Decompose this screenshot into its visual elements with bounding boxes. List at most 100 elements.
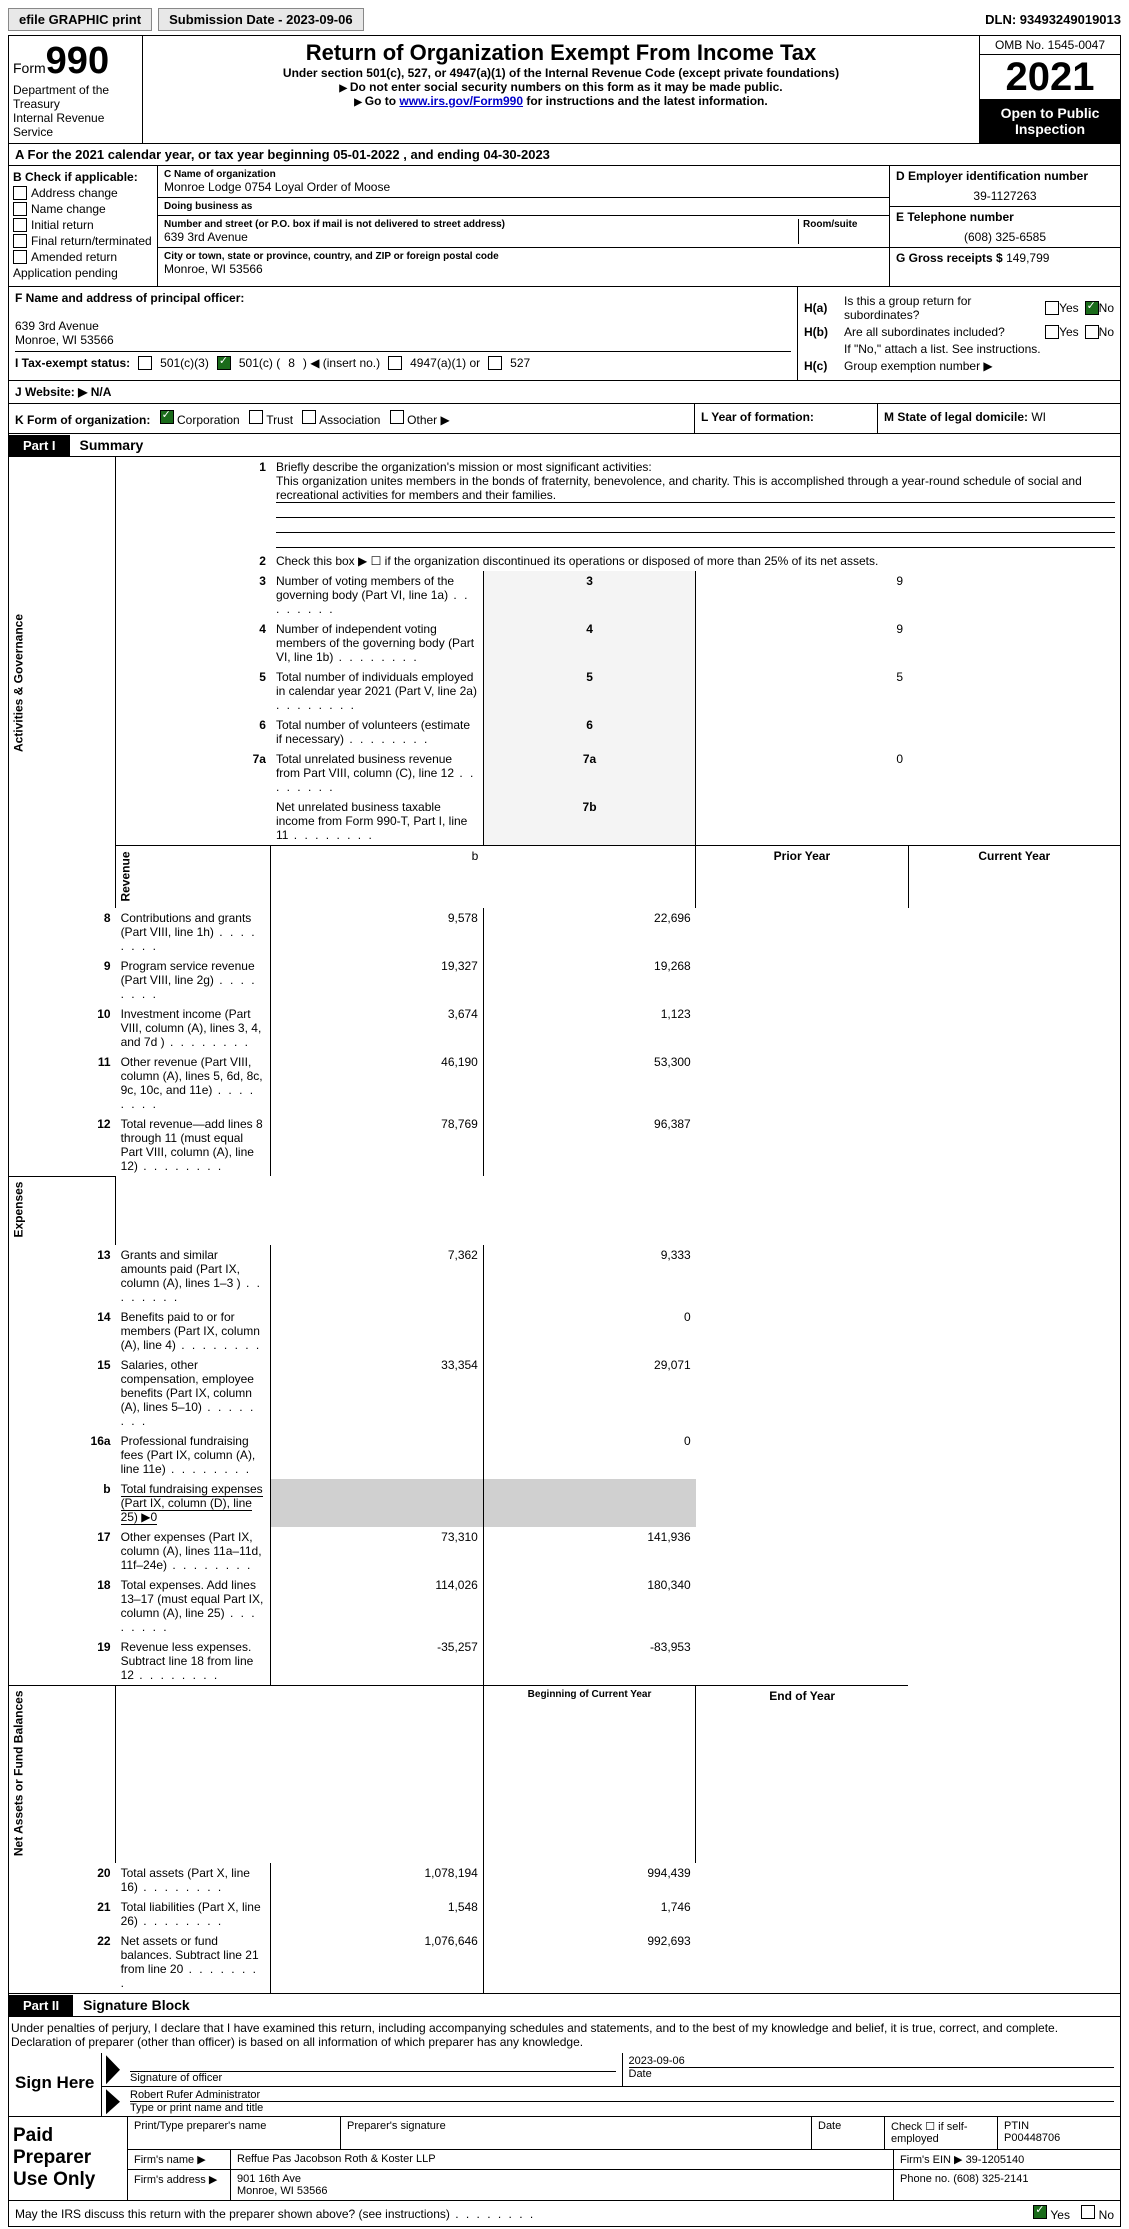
- chk-527[interactable]: [488, 356, 502, 370]
- form-title: Return of Organization Exempt From Incom…: [151, 40, 971, 66]
- col-d: D Employer identification number 39-1127…: [890, 166, 1120, 286]
- l-label: L Year of formation:: [701, 410, 814, 424]
- chk-initial-return[interactable]: [13, 218, 27, 232]
- mission-text: This organization unites members in the …: [276, 474, 1115, 503]
- cat-no: Cat. No. 11282Y: [664, 2227, 757, 2229]
- city-label: City or town, state or province, country…: [164, 251, 883, 262]
- chk-ha-yes[interactable]: [1045, 301, 1059, 315]
- hdr-end: End of Year: [696, 1685, 908, 1863]
- room-label: Room/suite: [803, 219, 883, 230]
- chk-discuss-yes[interactable]: [1033, 2205, 1047, 2219]
- chk-other[interactable]: [390, 410, 404, 424]
- section-bcd: B Check if applicable: Address change Na…: [8, 166, 1121, 287]
- firm-phone: Phone no. (608) 325-2141: [894, 2170, 1120, 2200]
- col-b: B Check if applicable: Address change Na…: [9, 166, 158, 286]
- irs-link[interactable]: www.irs.gov/Form990: [399, 94, 523, 108]
- city-value: Monroe, WI 53566: [164, 262, 883, 276]
- irs-discuss-row: May the IRS discuss this return with the…: [8, 2201, 1121, 2227]
- vtab-expenses: Expenses: [9, 1176, 116, 1245]
- col-h: H(a) Is this a group return for subordin…: [798, 287, 1120, 380]
- arrow-icon: [106, 2089, 120, 2114]
- b-label: B Check if applicable:: [13, 170, 153, 184]
- row-a-tax-year: A For the 2021 calendar year, or tax yea…: [8, 144, 1121, 166]
- part1-tag: Part I: [9, 435, 70, 456]
- form-header: Form990 Department of the Treasury Inter…: [8, 35, 1121, 144]
- row-j: J Website: ▶ N/A: [8, 381, 1121, 404]
- chk-ha-no[interactable]: [1085, 301, 1099, 315]
- header-right: OMB No. 1545-0047 2021 Open to Public In…: [979, 36, 1120, 143]
- form-number: 990: [46, 40, 109, 82]
- open-public: Open to Public Inspection: [980, 99, 1120, 143]
- sign-here-label: Sign Here: [9, 2053, 102, 2116]
- firm-ein: 39-1205140: [966, 2154, 1025, 2166]
- dln-label: DLN: 93493249019013: [985, 12, 1121, 27]
- officer-addr2: Monroe, WI 53566: [15, 333, 791, 347]
- chk-discuss-no[interactable]: [1081, 2205, 1095, 2219]
- form-subtitle: Under section 501(c), 527, or 4947(a)(1)…: [151, 66, 971, 80]
- omb-number: OMB No. 1545-0047: [980, 36, 1120, 55]
- vtab-netassets: Net Assets or Fund Balances: [9, 1685, 116, 1863]
- hdr-prior: Prior Year: [696, 846, 908, 909]
- submission-date-button[interactable]: Submission Date - 2023-09-06: [158, 8, 364, 31]
- officer-addr1: 639 3rd Avenue: [15, 319, 791, 333]
- hdr-begin: Beginning of Current Year: [483, 1685, 695, 1863]
- part2-header: Part II Signature Block: [8, 1994, 1121, 2017]
- note-link: Go to www.irs.gov/Form990 for instructio…: [151, 94, 971, 108]
- gross-label: G Gross receipts $: [896, 251, 1006, 265]
- hdr-curr: Current Year: [908, 846, 1120, 909]
- part2-tag: Part II: [9, 1995, 73, 2016]
- part1-title: Summary: [70, 434, 154, 456]
- header-left: Form990 Department of the Treasury Inter…: [9, 36, 143, 143]
- sig-date: 2023-09-06: [629, 2055, 1115, 2067]
- chk-4947[interactable]: [388, 356, 402, 370]
- summary-table: Activities & Governance 1 Briefly descri…: [8, 457, 1121, 1994]
- chk-name-change[interactable]: [13, 202, 27, 216]
- vtab-revenue: Revenue: [116, 846, 271, 909]
- chk-association[interactable]: [302, 410, 316, 424]
- row-i: I Tax-exempt status: 501(c)(3) 501(c) ( …: [15, 351, 791, 370]
- form-word: Form: [13, 60, 46, 76]
- c-name-label: C Name of organization: [164, 169, 883, 180]
- chk-final-return[interactable]: [13, 234, 27, 248]
- firm-name: Reffue Pas Jacobson Roth & Koster LLP: [231, 2150, 894, 2169]
- chk-hb-yes[interactable]: [1045, 325, 1059, 339]
- tax-year: 2021: [980, 55, 1120, 99]
- section-fh: F Name and address of principal officer:…: [8, 287, 1121, 381]
- ptin: P00448706: [1004, 2132, 1114, 2144]
- m-value: WI: [1031, 410, 1046, 424]
- gross-value: 149,799: [1006, 251, 1049, 265]
- chk-501c3[interactable]: [138, 356, 152, 370]
- phone-value: (608) 325-6585: [896, 224, 1114, 244]
- paid-preparer-label: Paid Preparer Use Only: [9, 2117, 128, 2200]
- efile-print-button[interactable]: efile GRAPHIC print: [8, 8, 152, 31]
- paperwork-notice: For Paperwork Reduction Act Notice, see …: [8, 2227, 396, 2229]
- chk-amended-return[interactable]: [13, 250, 27, 264]
- arrow-icon: [106, 2055, 120, 2084]
- ein-value: 39-1127263: [896, 183, 1114, 203]
- street-label: Number and street (or P.O. box if mail i…: [164, 219, 794, 230]
- irs-label: Internal Revenue Service: [13, 111, 138, 139]
- chk-corporation[interactable]: [160, 410, 174, 424]
- line2-text: Check this box ▶ ☐ if the organization d…: [271, 551, 1121, 571]
- dept-treasury: Department of the Treasury: [13, 83, 138, 111]
- col-f: F Name and address of principal officer:…: [9, 287, 798, 380]
- footer: For Paperwork Reduction Act Notice, see …: [8, 2227, 1121, 2229]
- f-label: F Name and address of principal officer:: [15, 291, 791, 305]
- form-ref: Form 990 (2021): [1026, 2227, 1121, 2229]
- dba-label: Doing business as: [164, 201, 883, 212]
- chk-hb-no[interactable]: [1085, 325, 1099, 339]
- part1-header: Part I Summary: [8, 434, 1121, 457]
- m-label: M State of legal domicile:: [884, 410, 1031, 424]
- chk-501c[interactable]: [217, 356, 231, 370]
- phone-label: E Telephone number: [896, 210, 1114, 224]
- row-klm: K Form of organization: Corporation Trus…: [8, 404, 1121, 434]
- street-value: 639 3rd Avenue: [164, 230, 794, 244]
- chk-address-change[interactable]: [13, 186, 27, 200]
- top-bar: efile GRAPHIC print Submission Date - 20…: [8, 8, 1121, 31]
- chk-trust[interactable]: [249, 410, 263, 424]
- note-ssn: Do not enter social security numbers on …: [151, 80, 971, 94]
- part2-title: Signature Block: [73, 1994, 200, 2016]
- ein-label: D Employer identification number: [896, 169, 1114, 183]
- col-c: C Name of organization Monroe Lodge 0754…: [158, 166, 890, 286]
- sig-officer-label: Signature of officer: [130, 2071, 616, 2084]
